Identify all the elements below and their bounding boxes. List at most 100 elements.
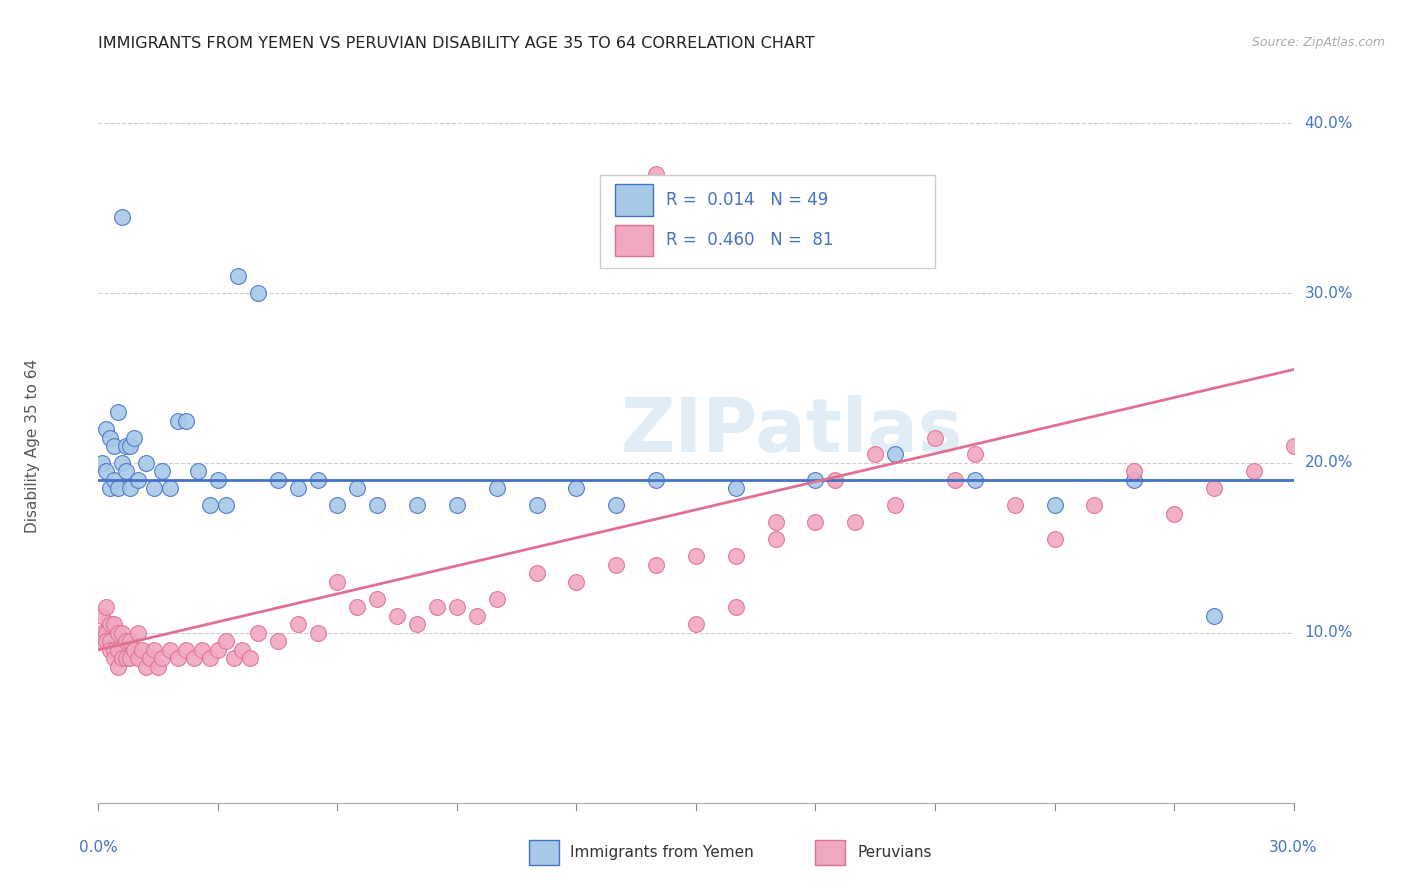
Text: R =  0.014   N = 49: R = 0.014 N = 49 <box>666 191 828 209</box>
Point <box>111 456 134 470</box>
Text: Peruvians: Peruvians <box>858 846 932 860</box>
Point <box>143 643 166 657</box>
Point <box>1282 439 1305 453</box>
Point <box>765 533 787 547</box>
Point <box>91 456 114 470</box>
Point <box>346 482 368 496</box>
Text: 30.0%: 30.0% <box>1305 285 1353 301</box>
Point <box>148 660 170 674</box>
Point <box>724 549 747 564</box>
Point <box>107 482 129 496</box>
Point <box>98 617 122 632</box>
Text: Source: ZipAtlas.com: Source: ZipAtlas.com <box>1251 36 1385 49</box>
Point <box>565 574 588 589</box>
Point <box>645 473 668 487</box>
Point <box>111 210 134 224</box>
Point <box>98 430 122 444</box>
Point <box>159 643 181 657</box>
Point <box>107 626 129 640</box>
Point <box>963 473 986 487</box>
Point <box>685 549 707 564</box>
Point <box>267 473 290 487</box>
Point <box>135 456 157 470</box>
Text: 0.0%: 0.0% <box>79 840 118 855</box>
Point <box>239 651 262 665</box>
Point <box>1004 499 1026 513</box>
Point <box>98 482 122 496</box>
Point <box>167 413 190 427</box>
Point <box>246 626 269 640</box>
Point <box>96 600 118 615</box>
Point <box>605 558 627 572</box>
Point <box>207 643 229 657</box>
Text: 10.0%: 10.0% <box>1305 625 1353 640</box>
Point <box>1123 473 1146 487</box>
Point <box>115 465 138 479</box>
Point <box>1083 499 1105 513</box>
Point <box>565 482 588 496</box>
Point <box>183 651 205 665</box>
Text: 30.0%: 30.0% <box>1270 840 1317 855</box>
Text: R =  0.460   N =  81: R = 0.460 N = 81 <box>666 232 834 250</box>
Point <box>226 269 249 284</box>
Point <box>215 499 238 513</box>
Point <box>143 482 166 496</box>
Point <box>366 591 388 606</box>
Point <box>884 499 907 513</box>
Point <box>645 167 668 181</box>
Point <box>96 626 118 640</box>
FancyBboxPatch shape <box>815 840 845 865</box>
Point <box>115 651 138 665</box>
Point <box>107 643 129 657</box>
Text: 40.0%: 40.0% <box>1305 116 1353 131</box>
Point <box>605 499 627 513</box>
Point <box>287 617 309 632</box>
Point <box>924 430 946 444</box>
Point <box>115 634 138 648</box>
FancyBboxPatch shape <box>600 175 935 268</box>
Point <box>346 600 368 615</box>
Point <box>120 439 142 453</box>
Point <box>111 626 134 640</box>
Text: Disability Age 35 to 64: Disability Age 35 to 64 <box>25 359 41 533</box>
Point <box>465 608 488 623</box>
Point <box>222 651 245 665</box>
Point <box>231 643 253 657</box>
Point <box>124 430 146 444</box>
Point <box>1202 608 1225 623</box>
Point <box>645 558 668 572</box>
Point <box>103 651 125 665</box>
Point <box>366 499 388 513</box>
Point <box>120 482 142 496</box>
Point <box>167 651 190 665</box>
Point <box>1043 499 1066 513</box>
Point <box>884 448 907 462</box>
Point <box>103 473 125 487</box>
Point <box>174 643 197 657</box>
Point <box>135 660 157 674</box>
Point <box>120 634 142 648</box>
Point <box>1202 482 1225 496</box>
Point <box>446 499 468 513</box>
Point <box>804 516 827 530</box>
Point <box>198 651 221 665</box>
Point <box>187 465 209 479</box>
Point <box>406 617 429 632</box>
Point <box>91 608 114 623</box>
Point <box>98 634 122 648</box>
Point <box>824 473 846 487</box>
Point <box>150 651 173 665</box>
Point <box>685 617 707 632</box>
FancyBboxPatch shape <box>614 184 652 216</box>
Point <box>150 465 173 479</box>
Point <box>127 473 149 487</box>
Point <box>307 473 329 487</box>
Point <box>844 516 866 530</box>
Point <box>963 448 986 462</box>
Point <box>215 634 238 648</box>
Point <box>287 482 309 496</box>
Point <box>127 651 149 665</box>
Point <box>103 643 125 657</box>
Point <box>863 448 886 462</box>
Point <box>174 413 197 427</box>
